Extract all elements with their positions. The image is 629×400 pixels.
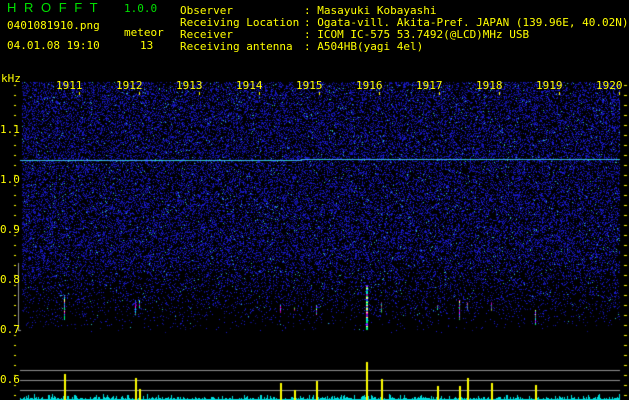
info-value-antenna: : A504HB(yagi 4el) — [304, 40, 424, 53]
y-tick-label: 0.8 — [0, 273, 20, 286]
x-tick-label: 1913 — [176, 79, 203, 92]
y-tick-label: 0.9 — [0, 223, 20, 236]
meteor-echo-2 — [135, 300, 137, 315]
x-tick-label: 1919 — [536, 79, 563, 92]
datetime: 04.01.08 19:10 — [7, 39, 100, 52]
meteor-echo-6 — [316, 305, 318, 315]
meteor-echo-13 — [535, 310, 537, 325]
x-tick-label: 1911 — [56, 79, 83, 92]
meteor-strength-bar-13 — [535, 385, 537, 400]
filename: 0401081910.png — [7, 19, 100, 32]
x-tick-label: 1917 — [416, 79, 443, 92]
info-label-observer: Observer — [180, 4, 233, 17]
app-title: H R O F F T — [7, 0, 100, 15]
meteor-strength-bar-11 — [467, 378, 469, 400]
meteor-echo-7 — [366, 285, 368, 330]
y-tick-label: 1.0 — [0, 173, 20, 186]
x-tick-label: 1918 — [476, 79, 503, 92]
x-tick-label: 1912 — [116, 79, 143, 92]
y-tick-label: 1.1 — [0, 123, 20, 136]
meteor-strength-bar-1 — [64, 374, 66, 400]
meteor-echo-3 — [139, 300, 141, 308]
info-value-receiver: : ICOM IC-575 53.7492(@LCD)MHz USB — [304, 28, 530, 41]
meteor-count: 13 — [140, 39, 154, 52]
x-tick-label: 1920 — [596, 79, 623, 92]
meteor-echo-11 — [467, 303, 469, 311]
meteor-echo-8 — [381, 303, 383, 313]
meteor-echo-4 — [280, 305, 282, 313]
info-label-antenna: Receiving antenna — [180, 40, 293, 53]
y-tick-label: 0.6 — [0, 373, 20, 386]
meteor-label: meteor — [124, 26, 164, 39]
y-axis-label: kHz — [1, 72, 21, 85]
meteor-echo-9 — [437, 305, 439, 310]
x-tick-label: 1915 — [296, 79, 323, 92]
meteor-strength-bar-9 — [437, 386, 439, 400]
info-label-receiver: Receiver — [180, 28, 233, 41]
meteor-echo-1 — [64, 295, 66, 320]
meteor-strength-bar-5 — [294, 390, 296, 400]
x-tick-label: 1916 — [356, 79, 383, 92]
meteor-strength-bar-4 — [280, 383, 282, 400]
meteor-echo-12 — [491, 303, 493, 311]
app-version: 1.0.0 — [124, 2, 158, 15]
meteor-strength-bar-12 — [491, 383, 493, 400]
meteor-echo-10 — [459, 300, 461, 320]
meteor-strength-bar-3 — [139, 389, 141, 400]
meteor-strength-bar-7 — [366, 362, 368, 400]
x-tick-label: 1914 — [236, 79, 263, 92]
meteor-strength-bar-8 — [381, 379, 383, 400]
y-tick-label: 0.7 — [0, 323, 20, 336]
meteor-strength-bar-10 — [459, 386, 461, 400]
meteor-echo-5 — [294, 308, 296, 311]
meteor-strength-bar-2 — [135, 378, 137, 400]
info-value-observer: : Masayuki Kobayashi — [304, 4, 437, 17]
info-label-location: Receiving Location — [180, 16, 300, 29]
info-value-location: : Ogata-vill. Akita-Pref. JAPAN (139.96E… — [304, 16, 629, 29]
meteor-strength-bar-6 — [316, 381, 318, 400]
